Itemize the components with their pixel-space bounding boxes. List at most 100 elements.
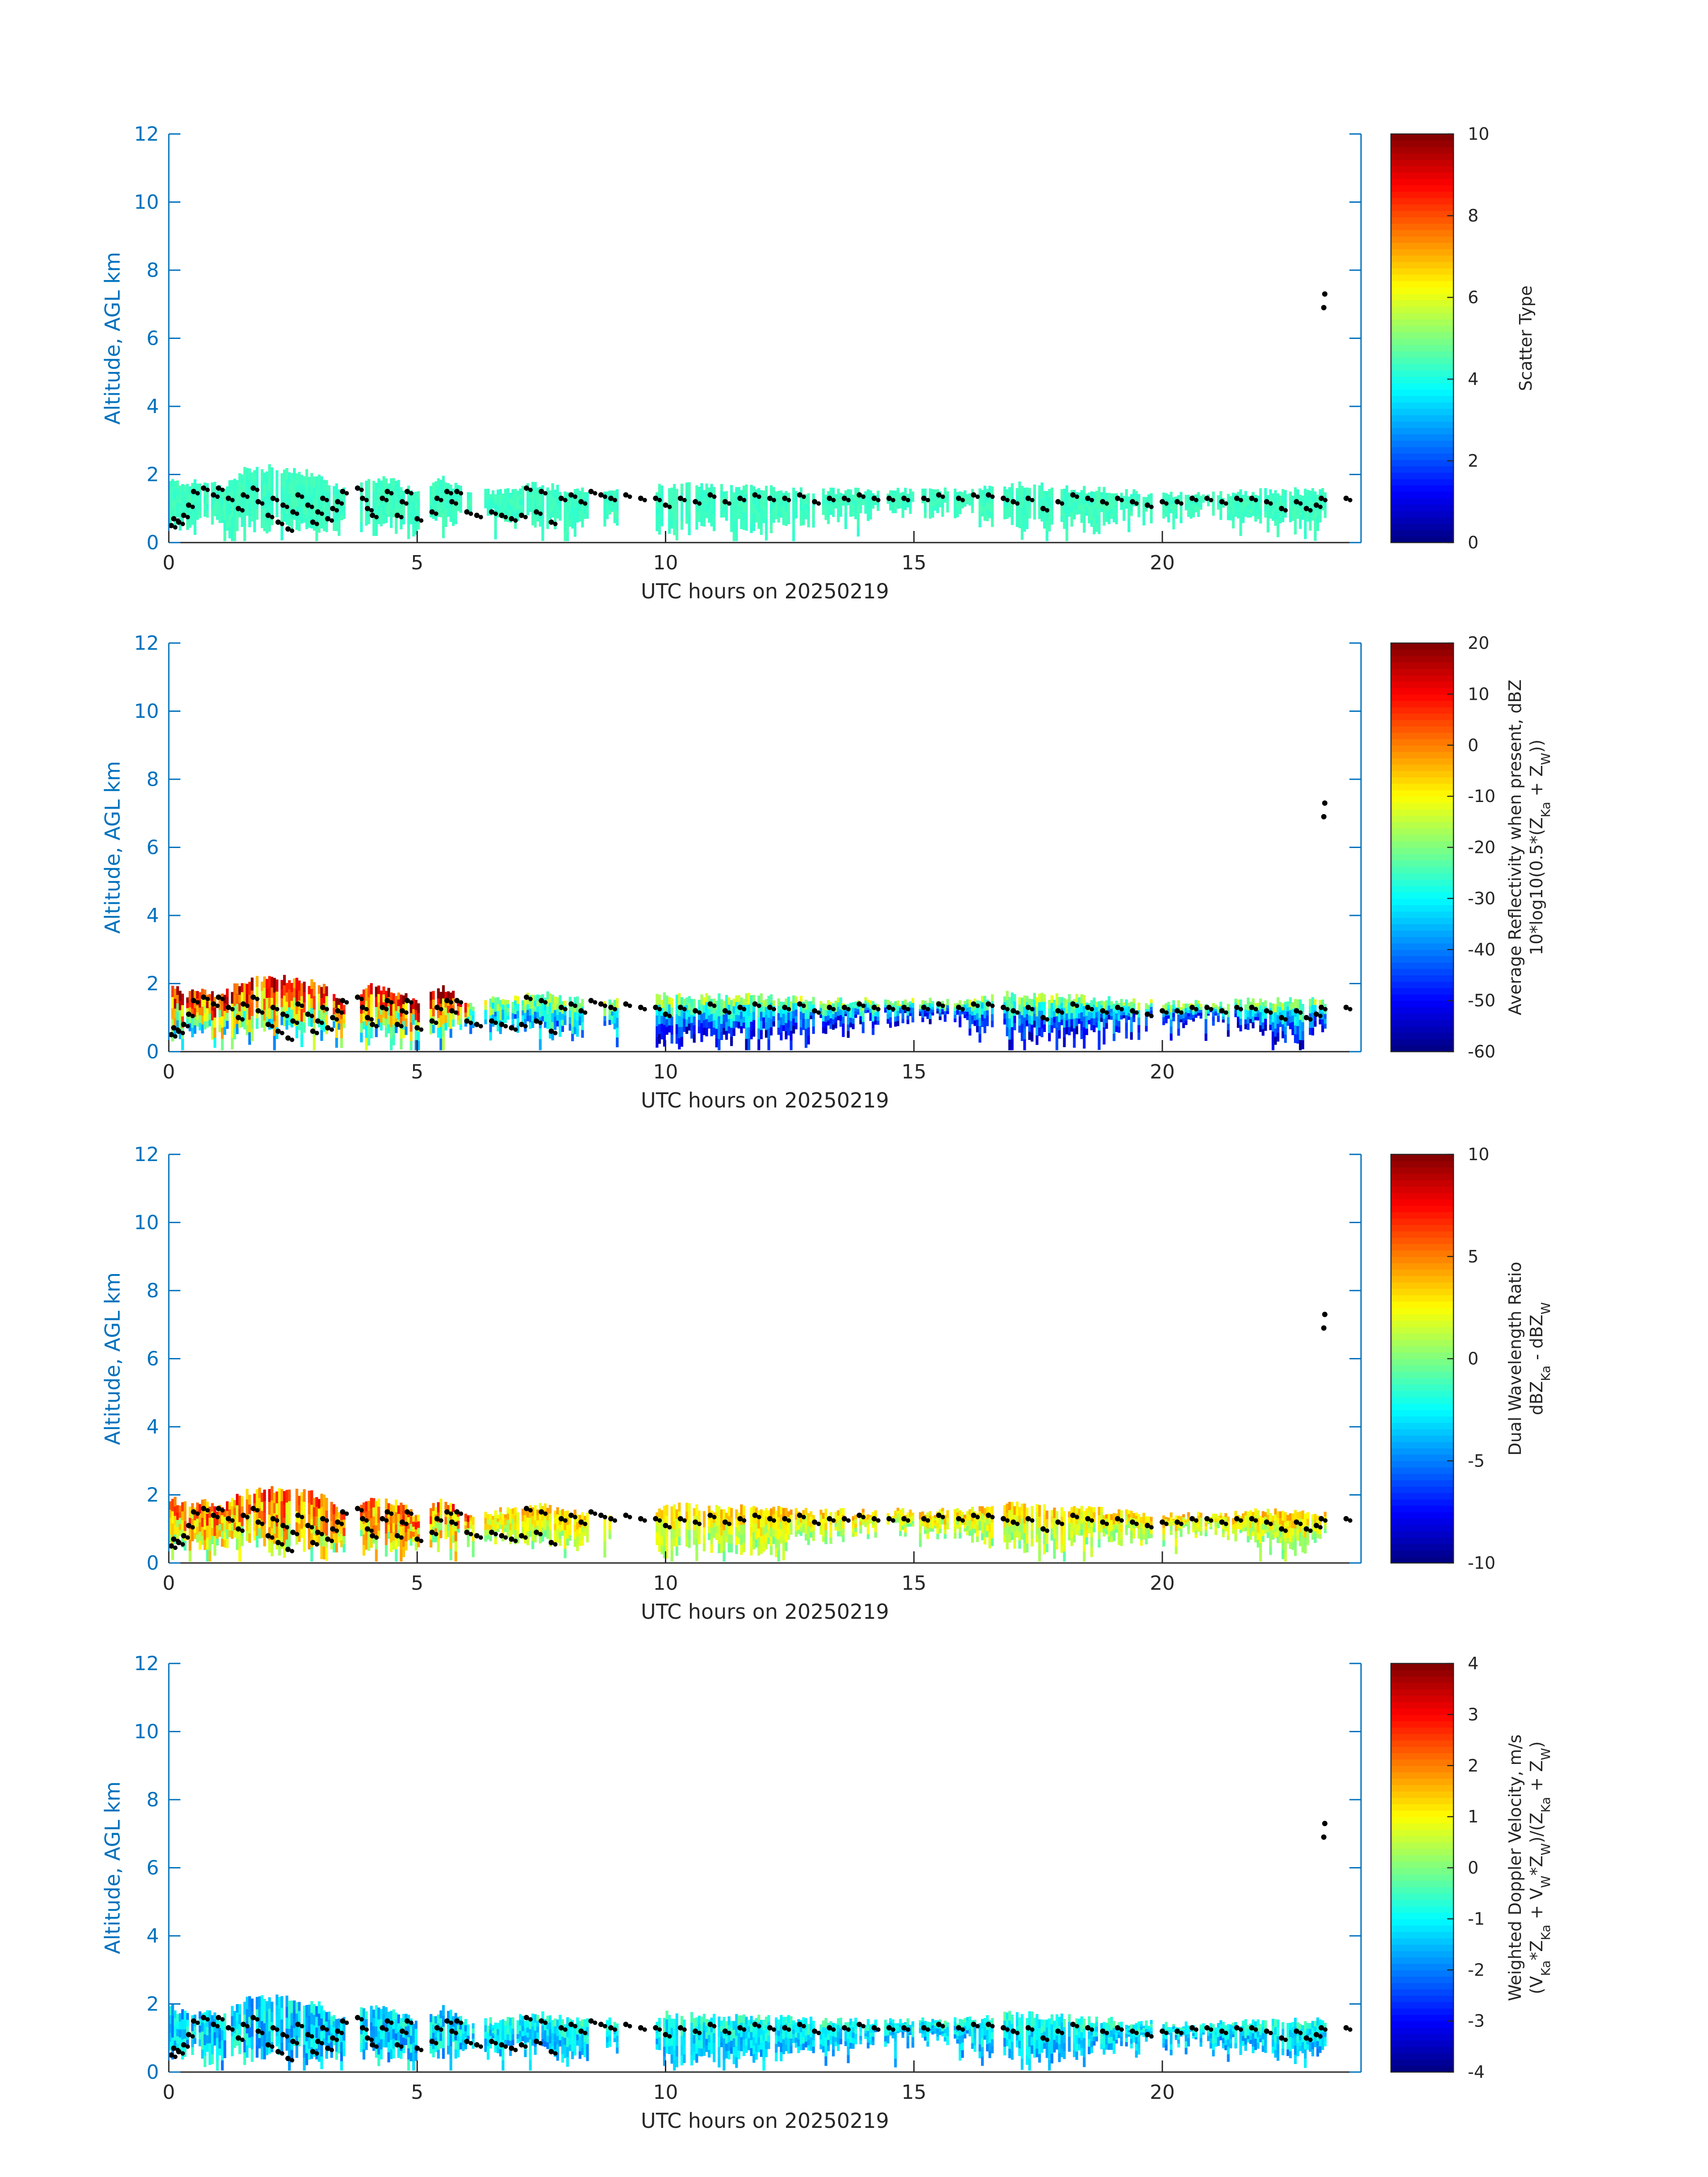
heatmap-cell xyxy=(1048,1016,1051,1025)
heatmap-cell xyxy=(322,500,326,511)
heatmap-cell xyxy=(377,1498,380,1507)
data-point xyxy=(1313,1011,1319,1017)
heatmap-cell xyxy=(1150,1007,1153,1011)
heatmap-cell xyxy=(484,1529,487,1536)
heatmap-cell xyxy=(874,1012,877,1016)
heatmap-cell xyxy=(1107,1015,1111,1020)
heatmap-cell xyxy=(1093,526,1096,535)
heatmap-cell xyxy=(1023,1017,1026,1028)
data-point xyxy=(384,1007,389,1011)
heatmap-cell xyxy=(524,1006,527,1013)
heatmap-cell xyxy=(864,509,867,514)
heatmap-cell xyxy=(869,490,872,497)
heatmap-cell xyxy=(228,503,231,515)
heatmap-cell xyxy=(193,999,196,1008)
heatmap-cell xyxy=(673,484,676,495)
heatmap-cell xyxy=(529,1511,532,1518)
heatmap-cell xyxy=(529,503,532,508)
heatmap-cell xyxy=(253,470,256,483)
heatmap-cell xyxy=(464,1007,468,1013)
heatmap-cell xyxy=(1187,1016,1190,1020)
heatmap-cell xyxy=(1018,997,1021,1005)
heatmap-cell xyxy=(1120,493,1123,497)
heatmap-cell xyxy=(276,1503,279,1515)
heatmap-cell xyxy=(1271,1013,1274,1023)
heatmap-field xyxy=(171,975,1327,1050)
heatmap-cell xyxy=(680,1036,684,1047)
heatmap-cell xyxy=(611,1003,614,1007)
heatmap-cell xyxy=(760,993,763,1003)
heatmap-cell xyxy=(1289,1023,1292,1029)
heatmap-cell xyxy=(1070,504,1073,512)
heatmap-cell xyxy=(1058,1030,1061,1039)
heatmap-cell xyxy=(487,1524,490,1529)
heatmap-cell xyxy=(1073,1028,1076,1038)
heatmap-cell xyxy=(964,1014,967,1018)
heatmap-cell xyxy=(387,1503,390,1511)
colorbar-band xyxy=(1391,783,1453,790)
heatmap-cell xyxy=(251,1015,254,1029)
heatmap-cell xyxy=(603,519,606,527)
heatmap-cell xyxy=(238,473,241,482)
heatmap-cell xyxy=(516,1011,519,1019)
heatmap-cell xyxy=(941,499,944,504)
heatmap-cell xyxy=(409,1524,413,1531)
heatmap-cell xyxy=(660,1015,664,1024)
data-point xyxy=(1074,1003,1079,1008)
heatmap-cell xyxy=(1070,497,1073,505)
heatmap-cell xyxy=(497,1024,500,1032)
heatmap-cell xyxy=(300,1492,303,1502)
data-point xyxy=(756,494,761,499)
heatmap-cell xyxy=(198,483,201,491)
x-tick-label: 20 xyxy=(1150,552,1175,574)
data-point xyxy=(168,1032,174,1037)
heatmap-cell xyxy=(414,1010,418,1020)
heatmap-cell xyxy=(1306,490,1309,497)
heatmap-cell xyxy=(529,507,532,512)
heatmap-cell xyxy=(929,512,932,519)
heatmap-cell xyxy=(308,1525,311,1538)
heatmap-cell xyxy=(757,520,760,529)
heatmap-cell xyxy=(904,505,907,510)
heatmap-cell xyxy=(258,1528,261,1539)
heatmap-cell xyxy=(688,1010,691,1017)
heatmap-cell xyxy=(223,1524,226,1533)
heatmap-cell xyxy=(891,1005,894,1007)
heatmap-cell xyxy=(953,512,956,518)
heatmap-cell xyxy=(824,499,827,505)
heatmap-cell xyxy=(568,1017,572,1024)
heatmap-cell xyxy=(564,1000,567,1006)
heatmap-cell xyxy=(685,490,689,499)
heatmap-cell xyxy=(1324,502,1327,508)
heatmap-cell xyxy=(209,1528,212,1540)
heatmap-cell xyxy=(697,999,701,1007)
data-point xyxy=(558,1004,564,1010)
heatmap-cell xyxy=(325,521,328,532)
heatmap-cell xyxy=(1289,997,1292,1004)
heatmap-cell xyxy=(1274,1036,1277,1045)
data-point xyxy=(325,1025,330,1031)
heatmap-cell xyxy=(335,1534,338,1543)
x-axis-label: UTC hours on 20250219 xyxy=(641,579,889,603)
heatmap-cell xyxy=(794,513,798,518)
heatmap-cell xyxy=(1217,1012,1220,1016)
heatmap-cell xyxy=(1038,485,1041,493)
data-point xyxy=(786,1007,791,1011)
data-point xyxy=(493,511,498,516)
heatmap-cell xyxy=(310,484,313,496)
data-point xyxy=(653,1004,659,1010)
heatmap-cell xyxy=(551,497,554,504)
heatmap-cell xyxy=(268,1008,271,1019)
heatmap-cell xyxy=(1294,999,1297,1008)
heatmap-cell xyxy=(526,1531,530,1538)
data-point xyxy=(573,494,578,499)
heatmap-cell xyxy=(573,508,576,518)
heatmap-cell xyxy=(395,523,398,534)
heatmap-cell xyxy=(1301,1031,1304,1040)
heatmap-cell xyxy=(263,1489,266,1501)
heatmap-cell xyxy=(983,493,986,500)
heatmap-cell xyxy=(514,1522,517,1530)
heatmap-cell xyxy=(675,489,678,500)
heatmap-cell xyxy=(325,986,328,996)
heatmap-cell xyxy=(1077,501,1081,506)
